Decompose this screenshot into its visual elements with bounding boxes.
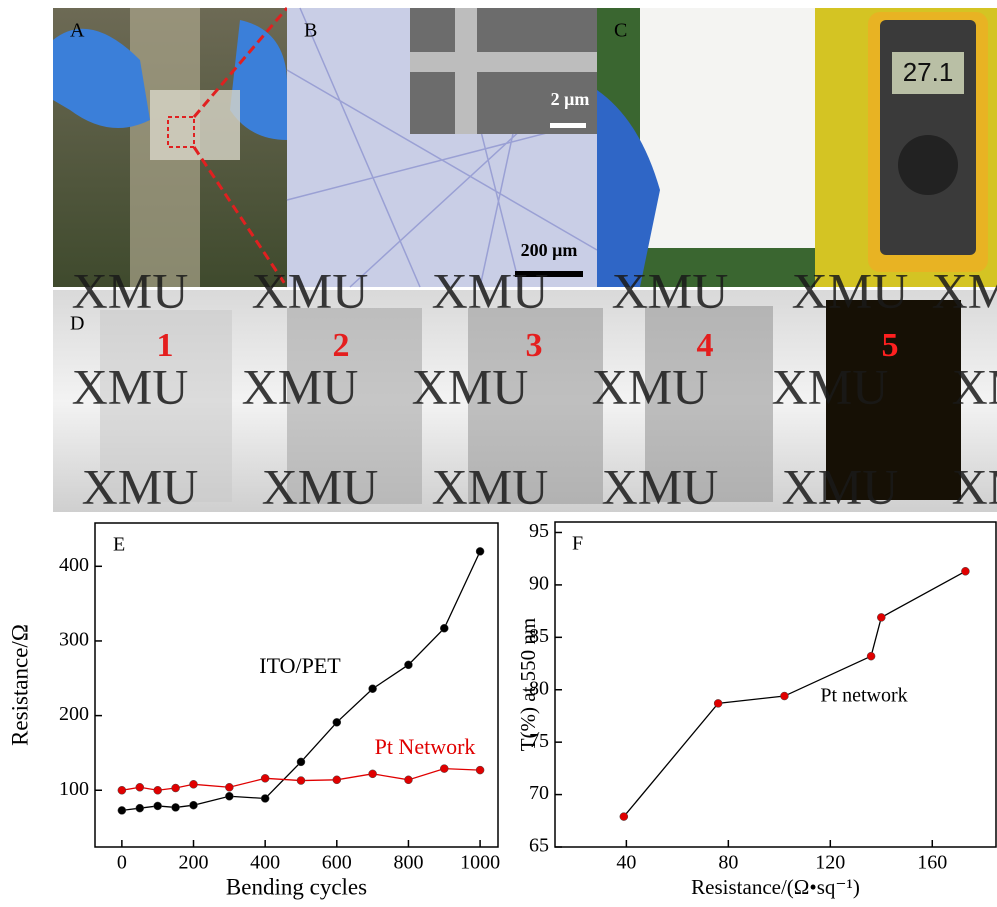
x-tick-label: 160 — [917, 852, 947, 874]
data-point — [867, 652, 875, 660]
data-point — [714, 699, 722, 707]
data-point — [118, 806, 126, 814]
xmu-text: XMU — [792, 262, 909, 318]
xmu-text: XMU — [782, 458, 899, 514]
data-point — [172, 803, 180, 811]
scale-label: 200 μm — [521, 240, 578, 260]
y-tick-label: 300 — [59, 629, 89, 651]
data-point — [369, 685, 377, 693]
panel-label: F — [572, 533, 583, 555]
xmu-text: XMU — [432, 262, 549, 318]
data-point — [118, 786, 126, 794]
data-point — [190, 801, 198, 809]
photo-c: C 27.1 — [597, 8, 997, 287]
y-tick-label: 95 — [529, 520, 549, 542]
x-tick-label: 400 — [250, 852, 280, 874]
panel-label: E — [113, 534, 125, 556]
data-point — [261, 774, 269, 782]
data-point — [369, 770, 377, 778]
xmu-text: XMU — [412, 358, 529, 414]
data-point — [190, 780, 198, 788]
data-point — [297, 758, 305, 766]
data-point — [476, 766, 484, 774]
photo-d: D 12345XMUXMUXMUXMUXMUXMUXMUXMUXMUXMUXMU… — [53, 262, 997, 514]
data-point — [780, 692, 788, 700]
figure: A B 2 μm 200 μm C 27.1 D 12345XMUXMU — [0, 0, 997, 907]
y-axis-label: T(%) at 550 nm — [516, 618, 540, 752]
series-line — [122, 551, 480, 810]
xmu-text: XMU — [432, 458, 549, 514]
data-point — [440, 765, 448, 773]
panel-label: B — [304, 20, 317, 42]
series-label: ITO/PET — [259, 653, 341, 678]
xmu-text: XMU — [72, 262, 189, 318]
x-tick-label: 0 — [117, 852, 127, 874]
x-axis-label: Resistance/(Ω•sq⁻¹) — [691, 875, 860, 899]
y-tick-label: 90 — [529, 572, 549, 594]
y-tick-label: 70 — [529, 782, 549, 804]
data-point — [333, 718, 341, 726]
data-point — [261, 794, 269, 802]
xmu-text: XMU — [772, 358, 889, 414]
x-axis-label: Bending cycles — [226, 874, 367, 899]
xmu-text: XMU — [952, 458, 997, 514]
data-point — [476, 547, 484, 555]
y-tick-label: 100 — [59, 778, 89, 800]
data-point — [404, 776, 412, 784]
meter-display: 27.1 — [903, 57, 954, 87]
xmu-text: XMU — [252, 262, 369, 318]
series-label: Pt network — [820, 685, 907, 707]
xmu-text: XMU — [602, 458, 719, 514]
panel-label: A — [70, 20, 85, 42]
x-tick-label: 120 — [815, 852, 845, 874]
data-point — [333, 776, 341, 784]
data-point — [620, 813, 628, 821]
plot-frame — [555, 522, 996, 847]
plot-frame — [95, 523, 498, 847]
data-point — [961, 567, 969, 575]
data-point — [154, 786, 162, 794]
y-tick-label: 65 — [529, 835, 549, 857]
x-tick-label: 800 — [393, 852, 423, 874]
xmu-text: XMU — [72, 358, 189, 414]
scale-label: 2 μm — [551, 89, 590, 109]
xmu-text: XMU — [82, 458, 199, 514]
panel-label: C — [614, 20, 627, 42]
series-label: Pt Network — [375, 734, 476, 759]
xmu-text: XMU — [592, 358, 709, 414]
xmu-text: XMU — [612, 262, 729, 318]
data-point — [136, 804, 144, 812]
x-tick-label: 80 — [718, 852, 738, 874]
photo-b: B 2 μm 200 μm — [287, 8, 597, 287]
data-point — [440, 624, 448, 632]
xmu-text: XMU — [952, 358, 997, 414]
data-point — [404, 661, 412, 669]
data-point — [154, 802, 162, 810]
series-line — [624, 571, 966, 816]
xmu-text: XMU — [262, 458, 379, 514]
y-tick-label: 200 — [59, 703, 89, 725]
x-tick-label: 40 — [616, 852, 636, 874]
x-tick-label: 600 — [322, 852, 352, 874]
data-point — [225, 783, 233, 791]
x-tick-label: 200 — [179, 852, 209, 874]
x-tick-label: 1000 — [460, 852, 500, 874]
data-point — [136, 783, 144, 791]
xmu-text: XMU — [932, 262, 997, 318]
data-point — [172, 784, 180, 792]
data-point — [877, 613, 885, 621]
data-point — [225, 792, 233, 800]
y-tick-label: 400 — [59, 554, 89, 576]
xmu-text: XMU — [242, 358, 359, 414]
y-axis-label: Resistance/Ω — [7, 624, 32, 746]
data-point — [297, 777, 305, 785]
